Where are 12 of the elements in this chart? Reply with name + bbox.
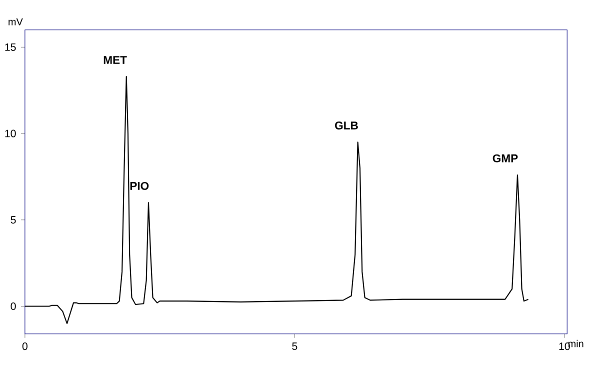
x-tick-label: 0 <box>22 342 28 350</box>
y-tick-label: 0 <box>10 302 16 310</box>
x-tick-label: 10 <box>559 342 570 350</box>
annotation: GMP <box>492 154 518 162</box>
x-tick-label: 5 <box>292 342 298 350</box>
y-tick-label: 15 <box>5 44 16 52</box>
annotation: PIO <box>130 182 149 190</box>
y-tick-label: 10 <box>5 130 16 138</box>
annotation: GLB <box>335 122 358 130</box>
y-tick-label: 5 <box>10 216 16 224</box>
y-axis-title: mV <box>8 18 23 26</box>
annotation: MET <box>104 56 127 64</box>
